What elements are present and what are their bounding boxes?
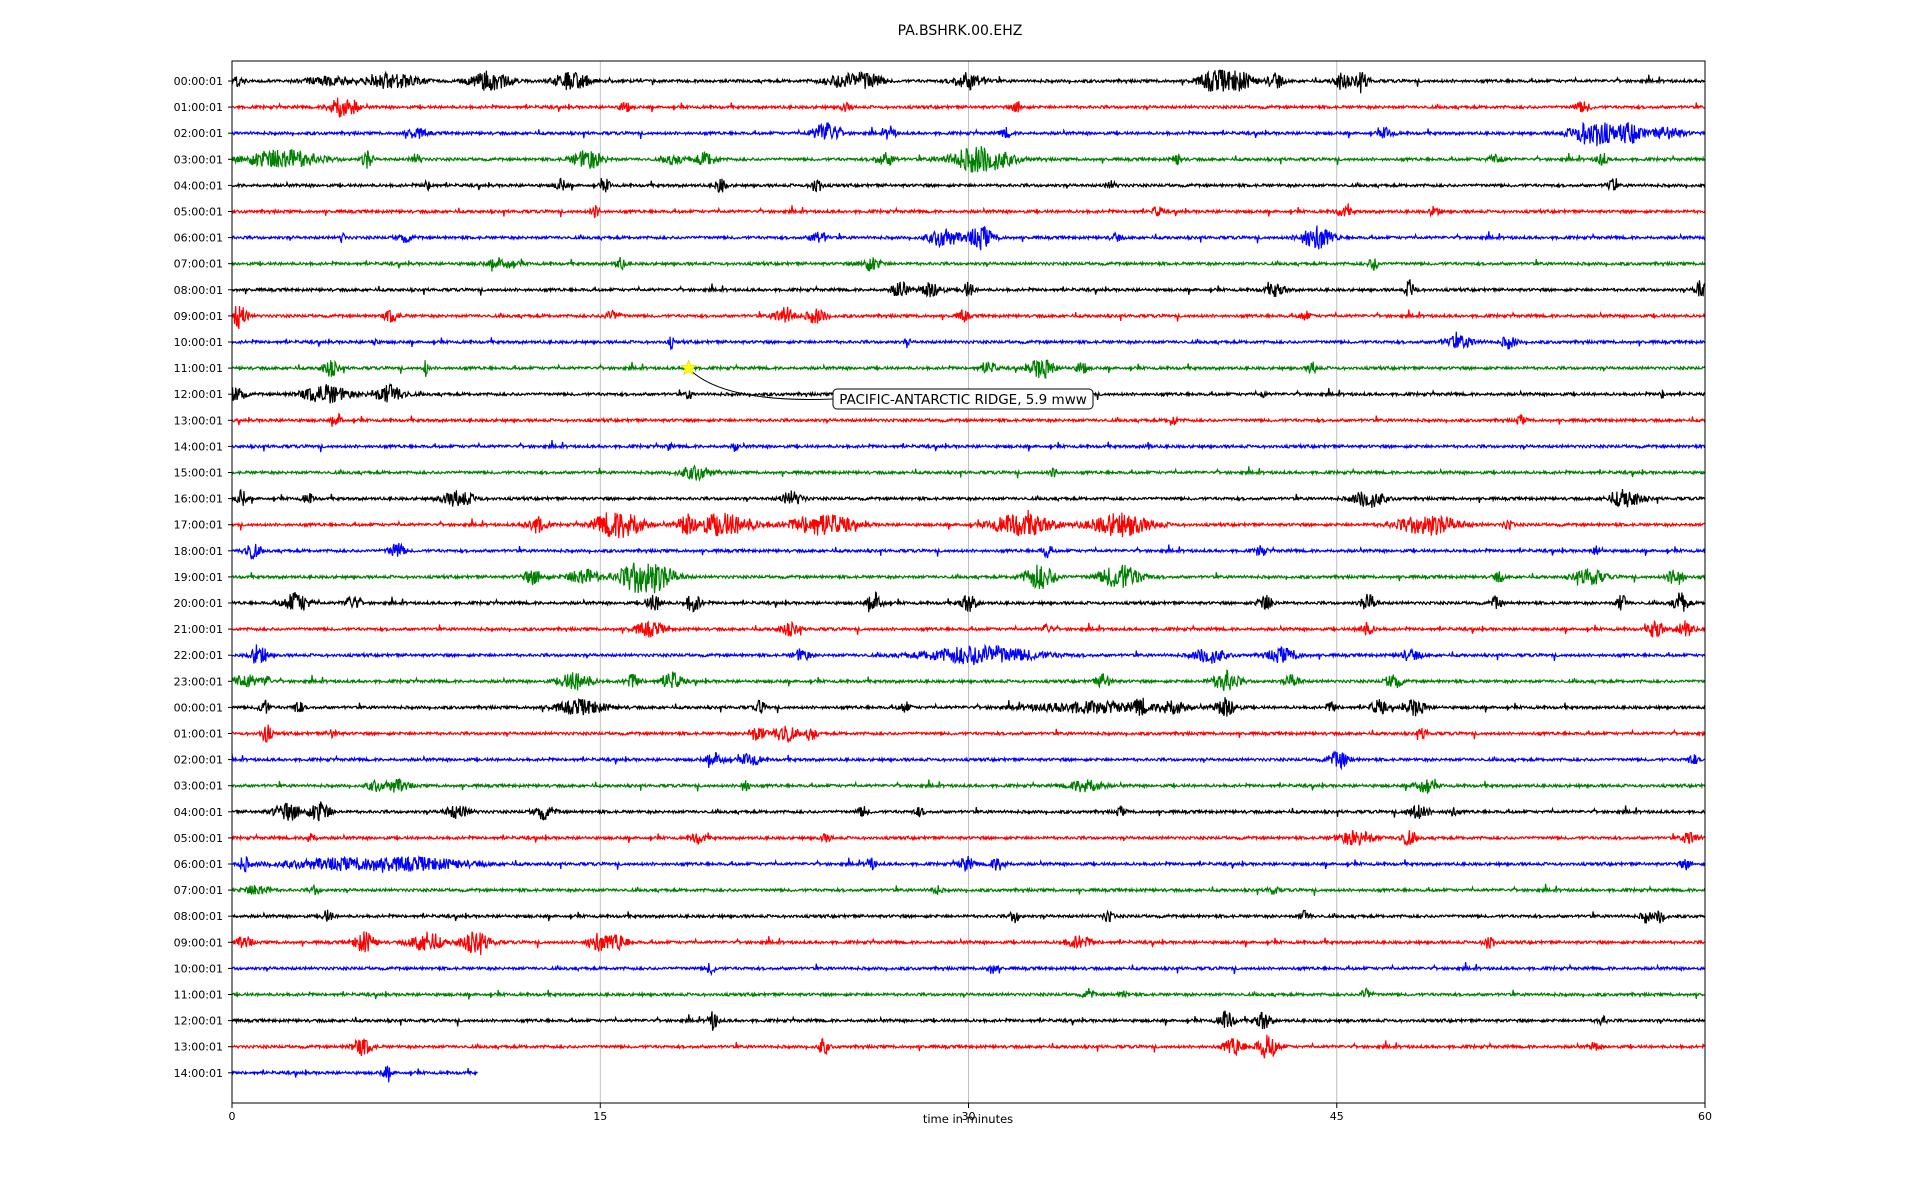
row-time-label: 07:00:01 [174, 884, 223, 897]
trace-row [231, 256, 1706, 272]
trace-row [231, 69, 1706, 94]
row-time-label: 10:00:01 [174, 336, 223, 349]
row-time-label: 20:00:01 [174, 597, 223, 610]
row-time-label: 01:00:01 [174, 728, 223, 741]
row-time-label: 03:00:01 [174, 780, 223, 793]
trace-row [231, 97, 1706, 118]
x-axis-ticks: 0 15 30 45 60 [229, 1103, 1712, 1123]
row-time-label: 13:00:01 [174, 414, 223, 427]
annotation-text: PACIFIC-ANTARCTIC RIDGE, 5.9 mww [839, 392, 1087, 408]
trace-row [231, 909, 1706, 924]
trace-row [231, 669, 1706, 691]
trace-row [231, 987, 1706, 1000]
row-time-label: 12:00:01 [174, 1015, 223, 1028]
trace-row [231, 697, 1706, 717]
row-time-label: 17:00:01 [174, 519, 223, 532]
trace-row [231, 440, 1706, 453]
x-tick-label: 15 [593, 1110, 607, 1123]
row-time-labels: 00:00:01 01:00:01 02:00:01 03:00:01 04:00:01… [174, 75, 232, 1080]
row-time-label: 22:00:01 [174, 649, 223, 662]
trace-row [231, 643, 1706, 666]
row-time-label: 00:00:01 [174, 75, 223, 88]
row-time-label: 15:00:01 [174, 467, 223, 480]
trace-row [231, 620, 1706, 638]
row-time-label: 08:00:01 [174, 910, 223, 923]
chart-title: PA.BSHRK.00.EHZ [898, 23, 1023, 39]
trace-row [231, 488, 1706, 508]
x-tick-label: 45 [1330, 1110, 1344, 1123]
annotation-connector [692, 371, 834, 400]
trace-row [231, 883, 1706, 896]
trace-row [231, 562, 1706, 594]
row-time-label: 04:00:01 [174, 806, 223, 819]
row-time-label: 02:00:01 [174, 754, 223, 767]
trace-row [231, 724, 1706, 743]
row-time-label: 16:00:01 [174, 493, 223, 506]
trace-row [231, 177, 1706, 194]
trace-row [231, 464, 1706, 482]
row-time-label: 13:00:01 [174, 1041, 223, 1054]
trace-row [231, 750, 1706, 771]
event-annotation: PACIFIC-ANTARCTIC RIDGE, 5.9 mww [680, 359, 1094, 410]
row-time-label: 09:00:01 [174, 310, 223, 323]
row-time-label: 21:00:01 [174, 623, 223, 636]
row-time-label: 07:00:01 [174, 258, 223, 271]
trace-row [231, 591, 1706, 613]
trace-row [231, 121, 1706, 147]
trace-row [231, 962, 1706, 977]
trace-row [231, 146, 1706, 173]
row-time-label: 05:00:01 [174, 206, 223, 219]
event-star-marker [680, 359, 697, 376]
row-time-label: 04:00:01 [174, 179, 223, 192]
row-time-label: 06:00:01 [174, 232, 223, 245]
x-axis-label: time in minutes [923, 1112, 1013, 1126]
trace-row [231, 203, 1706, 219]
row-time-label: 10:00:01 [174, 962, 223, 975]
row-time-label: 03:00:01 [174, 153, 223, 166]
row-time-label: 11:00:01 [174, 989, 223, 1002]
trace-row [231, 279, 1706, 298]
row-time-label: 06:00:01 [174, 858, 223, 871]
trace-row [231, 225, 1706, 251]
row-time-label: 14:00:01 [174, 440, 223, 453]
trace-row [231, 1065, 478, 1083]
x-tick-label: 60 [1698, 1110, 1712, 1123]
trace-row [231, 778, 1706, 794]
row-time-label: 02:00:01 [174, 127, 223, 140]
row-time-label: 23:00:01 [174, 675, 223, 688]
trace-row [231, 855, 1706, 873]
trace-row [231, 412, 1706, 427]
row-time-label: 01:00:01 [174, 101, 223, 114]
x-tick-label: 30 [962, 1110, 976, 1123]
x-tick-label: 0 [229, 1110, 236, 1123]
row-time-label: 14:00:01 [174, 1067, 223, 1080]
grid-lines [599, 61, 1338, 1103]
trace-row [231, 359, 1706, 379]
trace-row [231, 931, 1706, 956]
row-time-label: 00:00:01 [174, 701, 223, 714]
row-time-label: 05:00:01 [174, 832, 223, 845]
trace-row [231, 801, 1706, 822]
trace-row [231, 1034, 1706, 1059]
annotation-box [832, 388, 1094, 410]
trace-row [232, 509, 1706, 539]
trace-row [231, 1010, 1706, 1031]
row-time-label: 11:00:01 [174, 362, 223, 375]
trace-rows [231, 69, 1706, 1083]
row-time-label: 19:00:01 [174, 571, 223, 584]
row-time-label: 08:00:01 [174, 284, 223, 297]
trace-row [231, 830, 1706, 847]
row-time-label: 18:00:01 [174, 545, 223, 558]
trace-row [231, 305, 1706, 329]
trace-row [231, 331, 1706, 351]
row-time-label: 09:00:01 [174, 936, 223, 949]
row-time-label: 12:00:01 [174, 388, 223, 401]
trace-row [231, 542, 1706, 560]
